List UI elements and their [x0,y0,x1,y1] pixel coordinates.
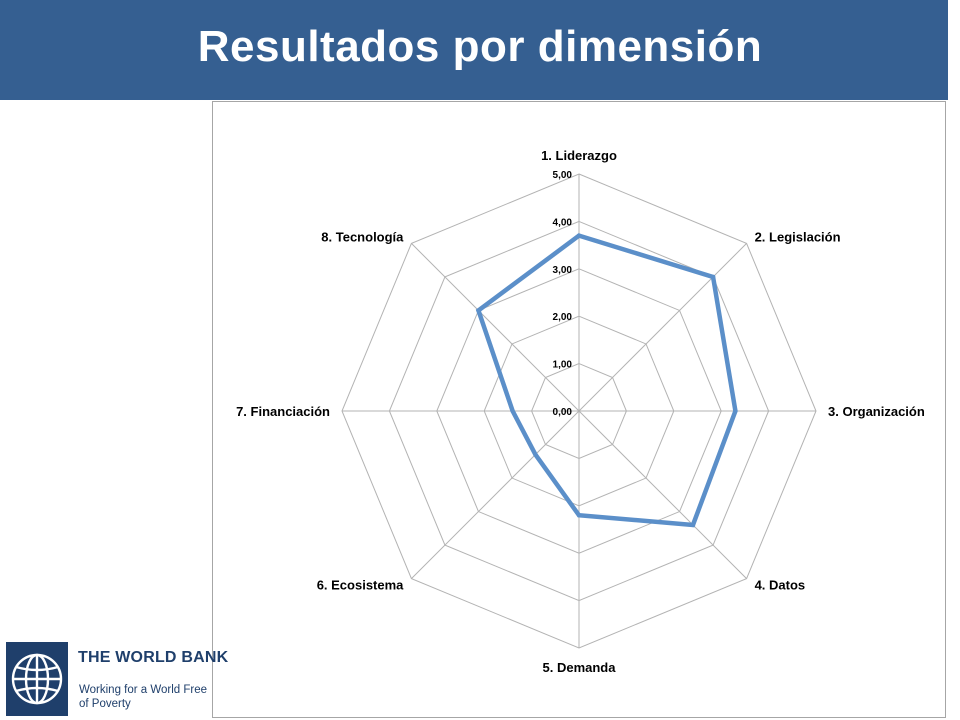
world-bank-logo: THE WORLD BANK Working for a World Free … [6,642,228,716]
spoke-6 [411,410,580,579]
category-label: 1. Liderazgo [541,148,617,163]
category-label: 2. Legislación [755,229,841,244]
data-point [533,452,538,457]
logo-name: THE WORLD BANK [78,649,229,666]
category-label: 7. Financiación [236,404,330,419]
radar-chart-frame: 0,00 1,00 2,00 3,00 4,00 5,00 1. Liderazgo 2. L… [212,101,946,718]
tick-label: 5,00 [553,170,573,181]
tick-label: 3,00 [553,265,573,276]
data-point [690,522,696,528]
data-point [733,408,738,414]
data-point [576,513,582,518]
category-label: 8. Tecnología [321,229,404,244]
logo-tagline: Working for a World Free of Poverty [79,684,208,710]
title-bar [0,0,948,100]
category-label: 5. Demanda [543,660,617,675]
category-label: 6. Ecosistema [317,578,404,593]
series-line-1 [475,233,738,528]
radar-chart: 0,00 1,00 2,00 3,00 4,00 5,00 1. Liderazgo 2. L… [236,148,925,675]
slide-title: Resultados por dimensión [197,22,763,71]
spoke-4 [578,410,747,579]
tick-label: 4,00 [553,217,573,228]
data-point [710,274,716,280]
spoke-8 [411,243,580,412]
data-point [510,408,515,414]
world-bank-globe-icon [6,642,68,716]
data-point [476,308,481,313]
tick-label: 2,00 [553,312,573,323]
data-point [576,233,582,238]
spoke-2 [578,243,747,412]
category-label: 4. Datos [755,578,806,593]
tick-label: 1,00 [553,360,573,371]
category-label: 3. Organización [828,404,925,419]
tick-label: 0,00 [553,407,573,418]
